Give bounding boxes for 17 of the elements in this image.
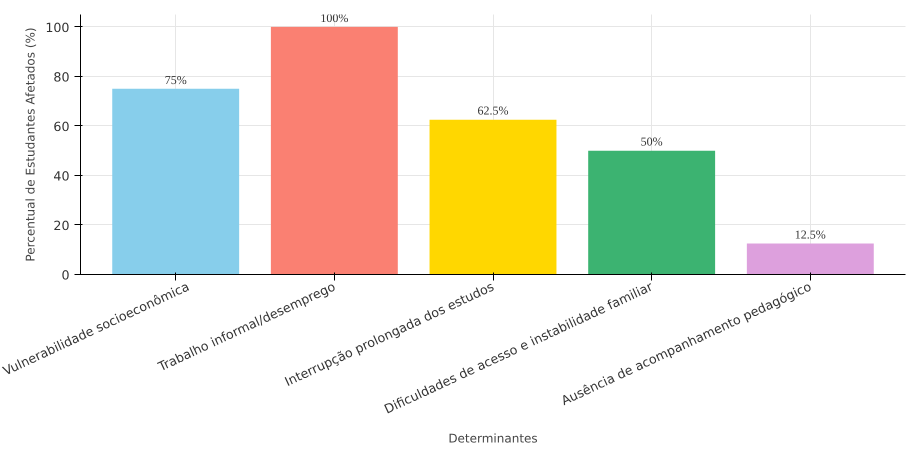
data-label: 62.5% <box>478 104 508 118</box>
y-tick-label: 40 <box>53 168 70 184</box>
data-label: 50% <box>640 134 663 149</box>
bar <box>270 26 398 274</box>
data-label: 12.5% <box>794 228 826 242</box>
y-tick-label: 100 <box>45 20 70 35</box>
bar <box>588 150 716 274</box>
y-tick-label: 80 <box>53 69 70 84</box>
y-tick-label: 20 <box>53 218 70 233</box>
y-tick-label: 60 <box>53 118 70 134</box>
x-axis-title: Determinantes <box>448 431 538 446</box>
y-tick-label: 0 <box>61 268 70 282</box>
bar <box>746 244 874 274</box>
data-label: 75% <box>164 72 187 87</box>
y-axis-title: Percentual de Estudantes Afetados (%) <box>23 27 38 262</box>
bar <box>112 88 240 274</box>
bar <box>430 120 556 274</box>
